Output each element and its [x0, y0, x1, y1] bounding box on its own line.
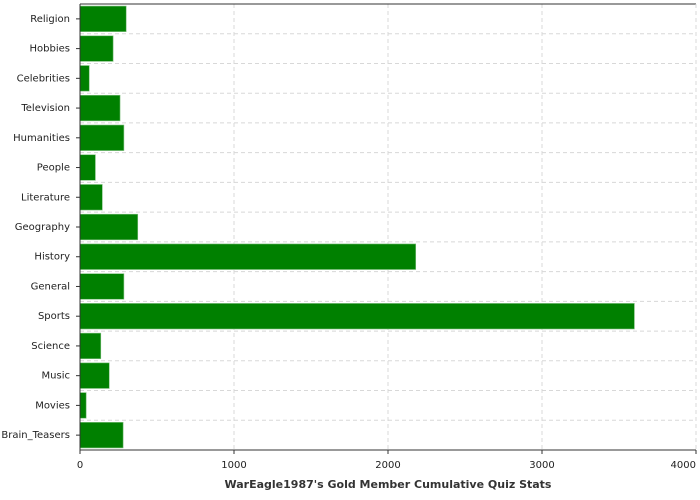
y-tick-label: Religion [30, 14, 70, 25]
bar [79, 273, 125, 300]
y-tick-label: Sports [38, 311, 70, 322]
bar [79, 94, 121, 122]
bar [79, 35, 114, 62]
y-tick-label: Music [42, 371, 70, 382]
y-tick-label: Television [20, 103, 70, 114]
bar [79, 184, 103, 211]
bar [79, 362, 110, 389]
y-tick-label: Celebrities [17, 73, 70, 84]
x-tick-label: 2000 [375, 460, 400, 471]
bar [79, 154, 96, 181]
y-tick-label: History [34, 252, 70, 263]
bar [79, 243, 417, 270]
bar [79, 392, 87, 419]
x-tick-label: 3000 [529, 460, 554, 471]
y-tick-label: Science [31, 341, 70, 352]
y-tick-label: Geography [15, 222, 70, 233]
x-tick-label: 0 [77, 460, 83, 471]
bar [79, 5, 127, 32]
y-tick-label: Hobbies [30, 44, 70, 55]
bar [79, 124, 125, 151]
bar [79, 65, 90, 92]
y-tick-label: Movies [35, 400, 70, 411]
bar [79, 213, 139, 241]
y-tick-label: Humanities [13, 133, 70, 144]
y-tick-label: General [31, 281, 70, 292]
bar [79, 422, 124, 449]
y-tick-label: Brain_Teasers [1, 430, 70, 441]
x-tick-label: 1000 [221, 460, 246, 471]
x-tick-label: 4000 [671, 460, 696, 471]
bar [79, 303, 635, 330]
y-tick-label: People [37, 163, 70, 174]
y-tick-label: Literature [21, 192, 70, 203]
bar [79, 332, 102, 360]
x-axis-title: WarEagle1987's Gold Member Cumulative Qu… [225, 478, 552, 491]
